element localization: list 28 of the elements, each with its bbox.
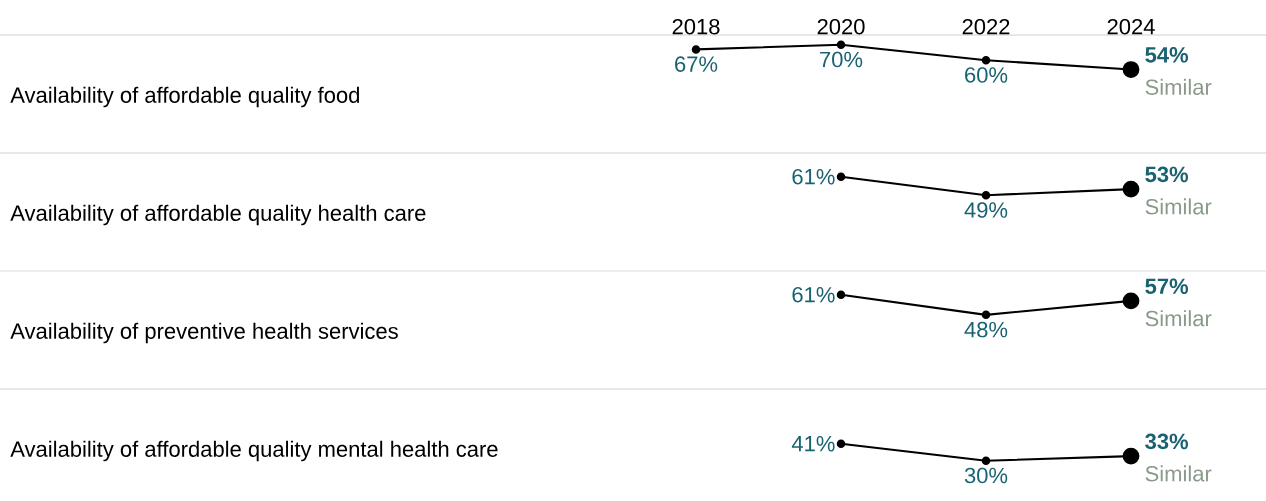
data-label: 57%	[1145, 278, 1189, 294]
data-label: 53%	[1145, 166, 1189, 183]
annotation: Similar	[1145, 310, 1212, 327]
data-label: 67%	[675, 56, 718, 72]
text: Similar	[1145, 78, 1212, 95]
data-label: 30%	[964, 467, 1008, 484]
x-tick-label: 2022	[962, 18, 1010, 35]
point	[981, 55, 991, 65]
y-axis-title: Availability of affordable quality health care	[10, 204, 426, 226]
data-label: 61%	[792, 168, 835, 185]
data-label: 49%	[964, 202, 1008, 218]
x-tick-label: 2020	[817, 18, 865, 35]
data-label: 60%	[965, 67, 1008, 83]
data-label: 33%	[1145, 433, 1189, 450]
data-label: 61%	[792, 286, 835, 303]
data-label: 48%	[964, 321, 1008, 338]
x-tick-label: 2018	[672, 18, 720, 35]
y-axis-title: Availability of affordable quality food	[10, 86, 359, 108]
text: Similar	[1145, 465, 1212, 482]
y-axis-title: Availability of affordable quality mental health care	[10, 440, 498, 462]
text: Similar	[1145, 198, 1212, 215]
x-tick-label: 2024	[1107, 18, 1155, 35]
point	[691, 45, 701, 54]
data-label: 70%	[820, 51, 863, 68]
y-axis-title: Availability of preventive health services	[10, 322, 398, 344]
point	[836, 40, 846, 50]
data-label: 54%	[1145, 47, 1189, 63]
data-label: 41%	[791, 435, 835, 452]
